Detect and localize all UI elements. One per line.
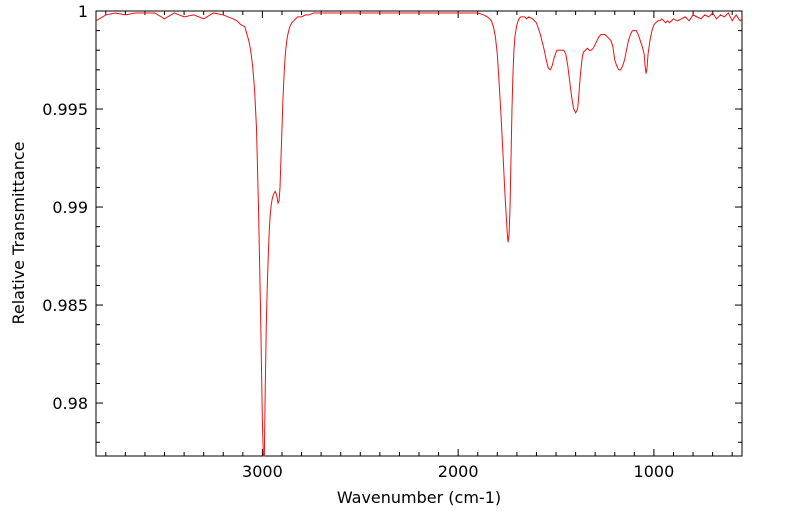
x-axis-label: Wavenumber (cm-1) — [337, 488, 501, 507]
series-line-transmittance — [95, 12, 743, 457]
y-axis-label: Relative Transmittance — [9, 141, 28, 324]
x-axis-ticks: 3000 2000 1000 — [105, 11, 733, 481]
y-tick-label: 0.985 — [42, 296, 88, 315]
y-axis-ticks: 0.98 0.985 0.99 0.995 1 — [42, 2, 742, 443]
x-tick-label: 3000 — [242, 462, 283, 481]
x-tick-label: 2000 — [438, 462, 479, 481]
y-tick-label: 0.99 — [52, 198, 88, 217]
plot-frame — [95, 10, 743, 457]
x-tick-label: 1000 — [634, 462, 675, 481]
y-tick-label: 0.98 — [52, 394, 88, 413]
y-tick-label: 1 — [78, 2, 88, 21]
series-group — [95, 12, 743, 457]
y-tick-label: 0.995 — [42, 100, 88, 119]
